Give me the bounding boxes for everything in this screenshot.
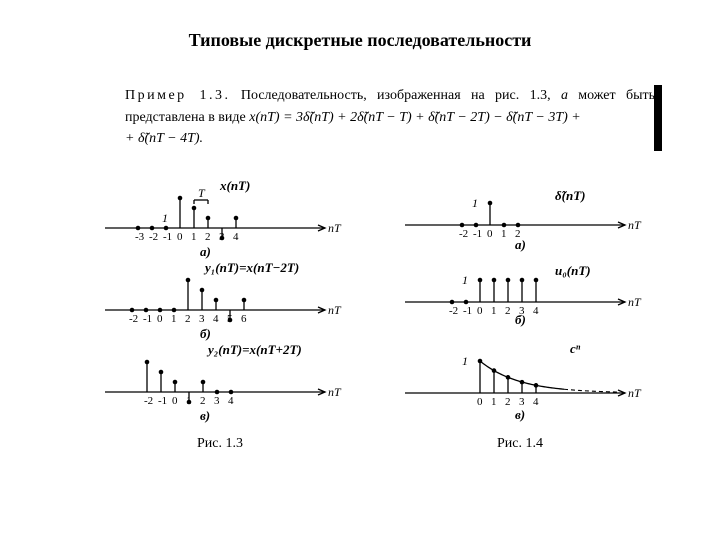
page-title: Типовые дискретные последовательности: [0, 30, 720, 51]
svg-text:nT: nT: [328, 303, 342, 317]
svg-text:1: 1: [462, 273, 468, 287]
svg-text:x(nT): x(nT): [219, 180, 250, 193]
svg-text:T: T: [198, 186, 206, 200]
svg-text:0: 0: [157, 313, 163, 325]
svg-text:0: 0: [172, 395, 178, 407]
scan-artifact-bar: [654, 85, 662, 151]
svg-text:nT: nT: [628, 295, 642, 309]
svg-text:0: 0: [177, 231, 183, 243]
svg-text:4: 4: [228, 395, 234, 407]
svg-text:2: 2: [505, 396, 511, 408]
svg-text:nT: nT: [328, 221, 342, 235]
svg-text:2: 2: [200, 395, 206, 407]
svg-text:3: 3: [199, 313, 205, 325]
svg-text:-2: -2: [129, 313, 138, 325]
svg-text:-3: -3: [135, 231, 145, 243]
svg-text:y₂(nT)=x(nT+2T): y₂(nT)=x(nT+2T): [206, 344, 302, 357]
svg-text:в): в): [200, 408, 210, 423]
svg-text:nT: nT: [328, 385, 342, 399]
fig-1-4-c: nT012341cⁿв): [400, 335, 650, 425]
svg-text:-2: -2: [149, 231, 158, 243]
svg-text:-1: -1: [143, 313, 152, 325]
fig-1-3-b: nT-2-10123456y₁(nT)=x(nT−2T)б): [100, 262, 350, 342]
svg-text:-1: -1: [163, 231, 172, 243]
fig-1-3-c: nT-2-101234y₂(nT)=x(nT+2T)в): [100, 344, 350, 424]
svg-text:1: 1: [472, 196, 478, 210]
svg-text:1: 1: [171, 313, 177, 325]
svg-text:1: 1: [162, 211, 168, 225]
svg-text:а): а): [515, 237, 526, 252]
example-text-1: Последовательность, изображенная на рис.…: [231, 88, 561, 103]
svg-text:-1: -1: [463, 305, 472, 317]
svg-text:nT: nT: [628, 218, 642, 232]
svg-text:1: 1: [491, 305, 497, 317]
svg-text:4: 4: [533, 396, 539, 408]
fig-1-4-a: nT-2-10121δ̃(nT)а): [400, 185, 650, 255]
svg-text:4: 4: [213, 313, 219, 325]
svg-text:0: 0: [477, 305, 483, 317]
svg-text:cⁿ: cⁿ: [570, 341, 581, 356]
fig-1-3-a: nT-3-2-1012341x(nT)а)T: [100, 180, 350, 260]
example-ital-a: а: [561, 88, 568, 103]
svg-text:-2: -2: [144, 395, 153, 407]
svg-text:б): б): [200, 326, 211, 341]
example-label: Пример 1.3.: [125, 88, 231, 103]
svg-text:а): а): [200, 244, 211, 259]
svg-text:-1: -1: [158, 395, 167, 407]
example-paragraph: Пример 1.3. Последовательность, изображе…: [125, 85, 655, 150]
fig-1-4-caption: Рис. 1.4: [460, 436, 580, 452]
svg-text:1: 1: [191, 231, 197, 243]
svg-text:6: 6: [241, 313, 247, 325]
figures-container: nT-3-2-1012341x(nT)а)T nT-2-10123456y₁(n…: [100, 180, 660, 490]
svg-text:-2: -2: [459, 228, 468, 240]
svg-text:0: 0: [477, 396, 483, 408]
example-formula-2: + δ̃(nT − 4T).: [125, 131, 203, 146]
svg-text:2: 2: [505, 305, 511, 317]
svg-text:2: 2: [185, 313, 191, 325]
svg-text:4: 4: [233, 231, 239, 243]
fig-1-4-b: nT-2-1012341u₀(nT)б): [400, 260, 650, 330]
svg-text:1: 1: [462, 354, 468, 368]
svg-text:u₀(nT): u₀(nT): [555, 263, 591, 278]
svg-text:2: 2: [205, 231, 211, 243]
example-formula-1: x(nT) = 3δ̃(nT) + 2δ̃(nT − T) + δ̃(nT − …: [249, 110, 580, 125]
svg-text:в): в): [515, 407, 525, 422]
svg-text:1: 1: [501, 228, 507, 240]
svg-text:4: 4: [533, 305, 539, 317]
svg-text:б): б): [515, 312, 526, 327]
svg-text:3: 3: [214, 395, 220, 407]
fig-1-3-caption: Рис. 1.3: [160, 436, 280, 452]
svg-text:δ̃(nT): δ̃(nT): [555, 188, 586, 203]
svg-text:1: 1: [491, 396, 497, 408]
svg-text:-2: -2: [449, 305, 458, 317]
svg-text:nT: nT: [628, 386, 642, 400]
svg-text:-1: -1: [473, 228, 482, 240]
svg-text:y₁(nT)=x(nT−2T): y₁(nT)=x(nT−2T): [203, 262, 299, 275]
svg-text:0: 0: [487, 228, 493, 240]
